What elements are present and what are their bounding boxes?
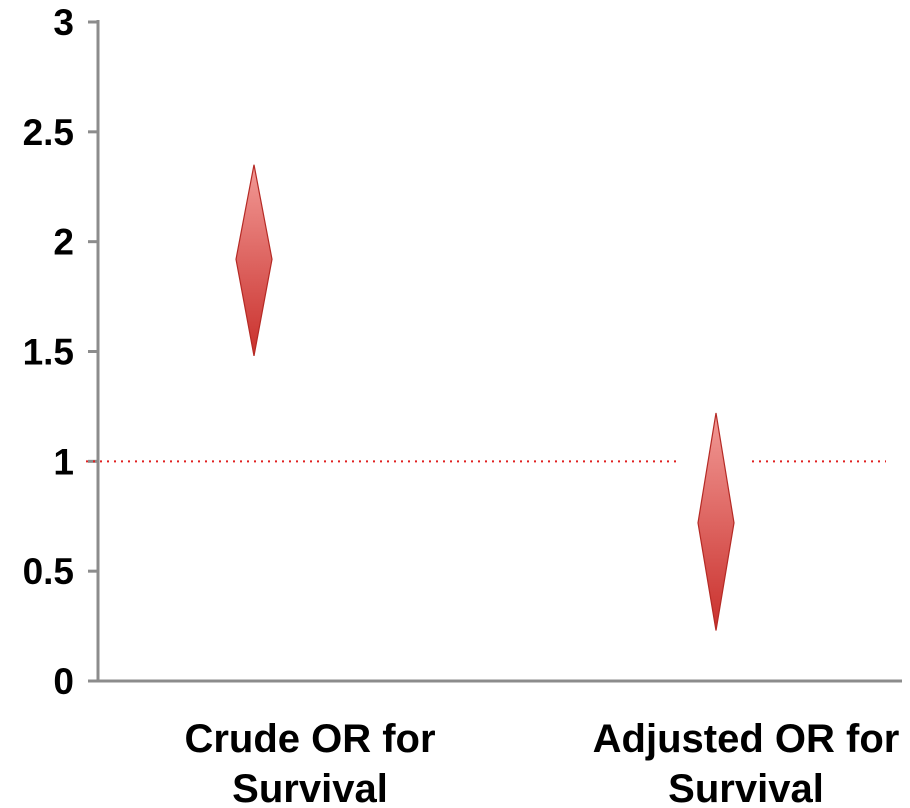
x-category-label: Survival xyxy=(668,767,824,808)
y-tick-label: 0.5 xyxy=(23,551,74,592)
x-category-label: Survival xyxy=(232,767,388,808)
diamond-marker xyxy=(697,412,735,631)
y-tick-label: 1.5 xyxy=(23,332,74,373)
x-category-label: Adjusted OR for xyxy=(593,717,900,761)
x-axis-category-labels: Crude OR for Survival Adjusted OR for Survi… xyxy=(184,717,899,808)
x-category-label: Crude OR for xyxy=(184,717,435,761)
y-tick-label: 1 xyxy=(53,441,74,482)
y-tick-label: 3 xyxy=(53,2,74,43)
y-axis-tick-labels: 0 0.5 1 1.5 2 2.5 3 xyxy=(23,2,74,702)
y-tick-label: 2.5 xyxy=(23,112,74,153)
y-tick-label: 2 xyxy=(53,222,74,263)
y-tick-label: 0 xyxy=(53,661,74,702)
axes xyxy=(88,20,902,683)
markers xyxy=(235,164,735,631)
diamond-marker xyxy=(235,164,273,357)
